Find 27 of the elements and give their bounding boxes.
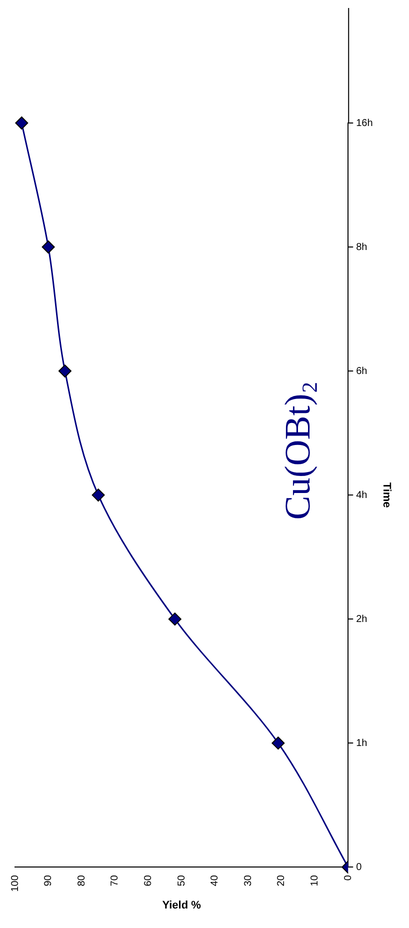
- y-tick-label: 4h: [356, 490, 368, 501]
- x-axis-title: Yield %: [162, 899, 202, 912]
- y-axis-title: Time: [380, 482, 392, 508]
- y-tick-label: 1h: [356, 738, 368, 749]
- x-tick-label: 10: [310, 874, 321, 886]
- y-tick-label: 2h: [356, 614, 368, 625]
- x-tick-label: 0: [342, 874, 354, 881]
- y-tick-label: 6h: [356, 366, 368, 377]
- point: [15, 116, 28, 130]
- point: [168, 612, 182, 626]
- x-tick-label: 100: [10, 874, 21, 892]
- x-tick-label: 20: [276, 874, 288, 886]
- point: [58, 364, 72, 378]
- x-tick-label: 90: [43, 874, 54, 886]
- point: [92, 488, 105, 502]
- y-tick-label: 16h: [356, 118, 373, 129]
- x-tick-label: 80: [76, 874, 88, 886]
- x-tick-label: 50: [176, 874, 188, 886]
- y-tick-label: 8h: [356, 242, 368, 253]
- x-tick-label: 30: [242, 874, 254, 886]
- x-tick-label: 60: [142, 874, 154, 886]
- annotation: Cu(OBt)₂: [278, 381, 318, 520]
- x-tick-label: 40: [210, 874, 221, 886]
- point: [272, 736, 285, 750]
- point: [42, 240, 55, 254]
- x-tick-label: 70: [110, 874, 121, 886]
- y-tick-label: 0: [356, 862, 362, 873]
